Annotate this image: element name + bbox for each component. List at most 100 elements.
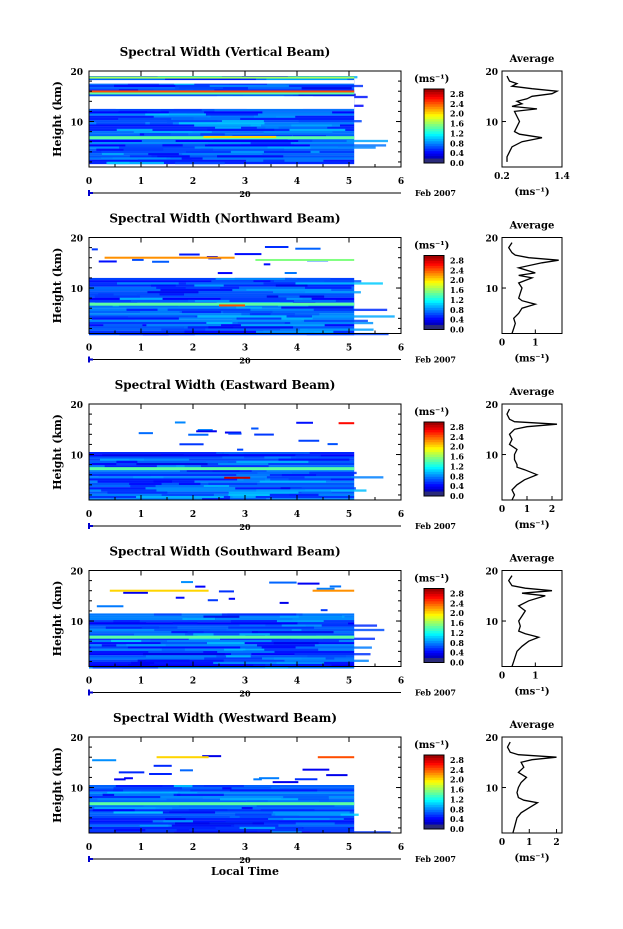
- heatmap-streak: [163, 820, 193, 823]
- heatmap-streak: [162, 785, 204, 788]
- heatmap-streak: [217, 650, 275, 654]
- heatmap-row: [89, 820, 355, 823]
- colorbar-swatch: [424, 322, 444, 326]
- echo-segment: [234, 253, 262, 256]
- heatmap-streak: [161, 493, 214, 497]
- heatmap-row: [89, 791, 355, 794]
- colorbar-swatch: [424, 627, 444, 631]
- echo-segment: [114, 778, 126, 781]
- heatmap-streak: [307, 655, 346, 658]
- colorbar-swatch: [424, 153, 444, 157]
- heatmap-streak: [188, 809, 228, 812]
- heatmap-streak: [253, 664, 332, 667]
- echo-segment: [259, 777, 280, 780]
- average-frame: [501, 70, 563, 168]
- colorbar-swatch: [424, 491, 444, 495]
- heatmap-streak: [231, 787, 280, 790]
- average-line: [506, 75, 560, 162]
- colorbar-unit: (ms⁻¹): [414, 241, 449, 252]
- heatmap-streak: [223, 310, 273, 314]
- heatmap-streak: [148, 153, 179, 156]
- colorbar-tick-label: 1.2: [450, 794, 464, 804]
- heatmap-streak: [208, 482, 258, 486]
- colorbar-swatch: [424, 608, 444, 612]
- x-tick-label: 3: [242, 177, 248, 187]
- average-profile: Average 10 20 0 1 2(ms⁻¹): [485, 387, 563, 531]
- data-gap: [89, 80, 355, 84]
- colorbar-tick-label: 0.0: [450, 491, 464, 501]
- heatmap-streak: [266, 78, 348, 81]
- colorbar: 0.00.40.81.21.62.02.42.8: [423, 255, 464, 335]
- heatmap-row: [89, 493, 355, 497]
- average-x-tick-label: 2: [553, 838, 559, 848]
- colorbar-swatch: [424, 155, 444, 159]
- heatmap-streak: [203, 485, 230, 488]
- colorbar-swatch: [424, 772, 444, 776]
- heatmap-streak: [312, 139, 388, 143]
- x-tick-label: 4: [294, 177, 300, 187]
- colorbar-swatch: [424, 794, 444, 798]
- heatmap-streak: [161, 328, 206, 331]
- heatmap-streak: [119, 109, 202, 112]
- heatmap-streak: [154, 628, 227, 632]
- colorbar-tick-label: 1.6: [450, 452, 464, 462]
- colorbar-swatch: [424, 764, 444, 768]
- average-y-tick-label: 20: [485, 568, 498, 578]
- heatmap-streak: [90, 293, 137, 296]
- echo-segment: [202, 755, 222, 758]
- heatmap-streak: [126, 308, 158, 312]
- colorbar-swatch: [424, 468, 444, 472]
- echo-segment: [320, 609, 328, 612]
- heatmap-band: [317, 756, 355, 759]
- colorbar-swatch: [424, 593, 444, 597]
- heatmap-streak: [90, 646, 128, 649]
- date-marker: 20: [239, 689, 251, 699]
- heatmap-streak: [298, 139, 347, 143]
- heatmap-streak: [131, 661, 155, 665]
- echo-segment: [251, 427, 259, 430]
- average-line: [507, 242, 559, 334]
- heatmap-row: [89, 120, 355, 123]
- colorbar-swatch: [424, 150, 444, 154]
- heatmap-streak: [218, 463, 269, 466]
- heatmap-streak: [295, 646, 372, 649]
- x-tick-label: 1: [138, 177, 144, 187]
- heatmap-band: [89, 90, 355, 93]
- average-profile: Average 10 20 0 1 (ms⁻¹): [485, 221, 563, 365]
- colorbar-swatch: [424, 148, 444, 152]
- echo-segments: [92, 755, 348, 784]
- heatmap-streak: [153, 480, 195, 483]
- colorbar-swatch: [424, 143, 444, 147]
- heatmap-streak: [119, 332, 195, 336]
- echo-segment: [217, 272, 233, 275]
- echo-segment: [237, 448, 244, 451]
- heatmap-row: [89, 648, 355, 651]
- echo-segment: [118, 771, 145, 774]
- colorbar-swatch: [424, 483, 444, 487]
- colorbar-swatch: [424, 493, 444, 497]
- heatmap-streak: [240, 324, 325, 327]
- colorbar-swatch: [424, 133, 444, 137]
- heatmap-streak: [94, 807, 160, 810]
- heatmap-streak: [89, 622, 147, 625]
- heatmap-streak: [256, 330, 315, 334]
- colorbar-swatch: [424, 324, 444, 328]
- heatmap-streak: [151, 155, 190, 158]
- average-title: Average: [509, 221, 555, 232]
- x-tick-label: 4: [294, 677, 300, 687]
- heatmap-streak: [142, 653, 225, 656]
- x-tick-label: 3: [242, 677, 248, 687]
- echo-segment: [254, 433, 274, 436]
- colorbar: 0.00.40.81.21.62.02.42.8: [423, 588, 464, 668]
- colorbar-swatch: [424, 327, 444, 330]
- heatmap-streak: [165, 818, 186, 821]
- heatmap-field: [89, 245, 395, 336]
- heatmap-row: [89, 111, 355, 114]
- colorbar-swatch: [424, 294, 444, 298]
- echo-segments: [96, 581, 342, 612]
- heatmap-streak: [276, 620, 324, 623]
- heatmap-streak: [168, 824, 235, 827]
- heatmap-streak: [187, 631, 258, 634]
- heatmap-streak: [284, 277, 331, 281]
- heatmap-streak: [118, 117, 173, 121]
